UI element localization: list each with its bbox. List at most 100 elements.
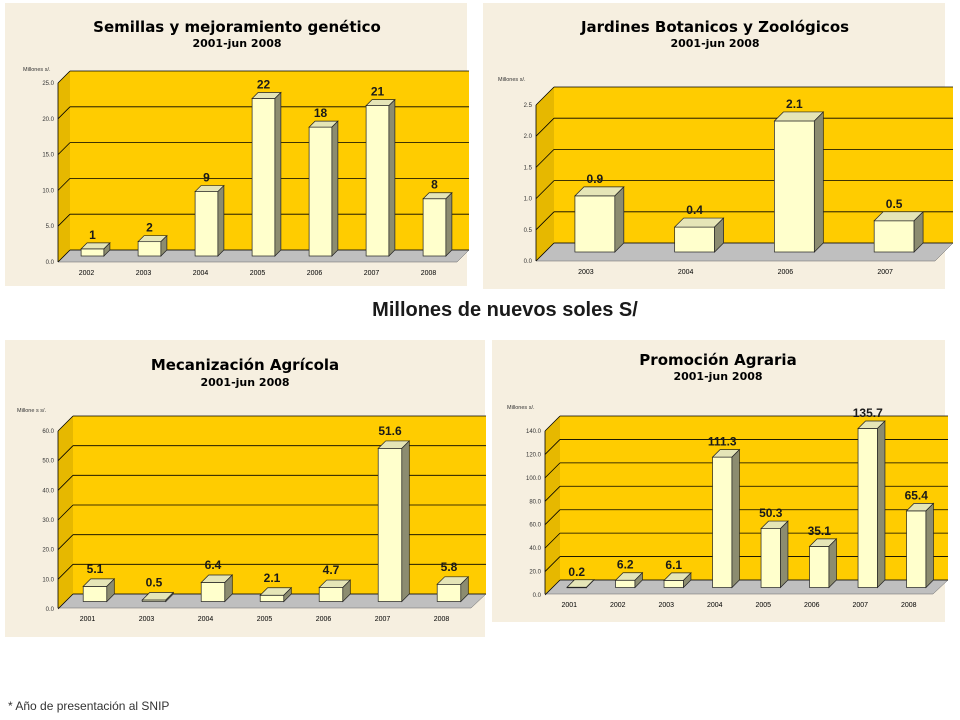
- x-tick-label: 2001: [80, 616, 96, 623]
- bar-side: [925, 502, 934, 589]
- y-tick-label: 60.0: [42, 429, 54, 435]
- data-label: 65.4: [905, 488, 929, 502]
- chart-subtitle: 2001-jun 2008: [200, 376, 289, 389]
- chart-title: Mecanización Agrícola: [151, 356, 339, 374]
- y-axis-label: Millones s/.: [23, 67, 51, 73]
- data-label: 21: [371, 85, 385, 99]
- y-tick-label: 120.0: [526, 452, 542, 458]
- data-label: 4.7: [323, 563, 340, 577]
- y-tick-label: 20.0: [529, 570, 541, 576]
- data-label: 18: [314, 106, 328, 120]
- x-tick-label: 2006: [778, 269, 794, 276]
- y-tick-label: 10.0: [42, 577, 54, 583]
- grid-line-diagonal: [535, 211, 555, 231]
- bar-side: [780, 520, 789, 589]
- data-label: 51.6: [378, 424, 402, 438]
- x-tick-label: 2006: [804, 602, 820, 609]
- bar: [200, 582, 226, 602]
- grid-line-diagonal: [57, 249, 71, 263]
- bar: [251, 98, 276, 257]
- bar-side: [445, 191, 453, 257]
- chart-jardines: Jardines Botanicos y Zoológicos2001-jun …: [498, 18, 954, 276]
- data-label: 6.4: [205, 558, 222, 572]
- plot-side-wall: [536, 87, 554, 261]
- y-tick-label: 140.0: [526, 429, 542, 435]
- x-tick-label: 2007: [877, 269, 893, 276]
- bar: [663, 580, 684, 588]
- chart-mecanizacion: Mecanización Agrícola 2001-jun 2008 Millon…: [17, 356, 487, 623]
- y-tick-label: 0.0: [46, 607, 55, 613]
- bar-side: [634, 571, 643, 589]
- x-tick-label: 2004: [678, 269, 694, 276]
- bar-side: [828, 538, 837, 589]
- grid-line-diagonal: [57, 504, 74, 521]
- bar: [422, 198, 447, 257]
- grid-line-diagonal: [544, 579, 561, 596]
- y-tick-label: 0.5: [524, 228, 533, 234]
- bar-side: [388, 98, 396, 257]
- grid-line-diagonal: [57, 415, 74, 432]
- data-label: 0.5: [886, 197, 903, 211]
- chart-title: Promoción Agraria: [639, 351, 796, 369]
- chart-title: Jardines Botanicos y Zoológicos: [580, 18, 849, 36]
- grid-line-diagonal: [544, 415, 561, 432]
- x-tick-label: 2005: [755, 602, 771, 609]
- x-tick-label: 2003: [658, 602, 674, 609]
- y-tick-label: 25.0: [42, 81, 54, 87]
- data-label: 0.9: [587, 172, 604, 186]
- chart-panel-jardines: Jardines Botanicos y Zoológicos 2001-jun …: [483, 3, 954, 289]
- chart-subtitle: 2001-jun 2008: [192, 37, 281, 50]
- y-tick-label: 1.5: [524, 165, 533, 171]
- x-tick-label: 2006: [316, 616, 332, 623]
- y-tick-label: 5.0: [46, 224, 55, 230]
- bar-side: [913, 210, 924, 253]
- y-tick-label: 0.0: [533, 593, 542, 599]
- data-label: 5.8: [441, 560, 458, 574]
- y-tick-label: 100.0: [526, 476, 542, 482]
- x-tick-label: 2008: [434, 616, 450, 623]
- x-tick-label: 2001: [561, 602, 577, 609]
- y-tick-label: 1.0: [524, 197, 533, 203]
- data-label: 0.5: [146, 576, 163, 590]
- bar: [857, 428, 878, 588]
- bar: [873, 220, 915, 253]
- grid-line-diagonal: [535, 86, 555, 106]
- bar: [774, 120, 815, 253]
- grid-line-diagonal: [535, 117, 555, 137]
- bar-side: [460, 575, 469, 603]
- bar-side: [106, 578, 115, 603]
- plot-floor: [544, 579, 949, 595]
- y-tick-label: 0.0: [46, 260, 55, 266]
- bar: [80, 248, 105, 257]
- bar: [377, 448, 403, 602]
- chart-panel-mecanizacion: Mecanización Agrícola 2001-jun 2008 Millon…: [5, 340, 487, 637]
- y-tick-label: 80.0: [529, 499, 541, 505]
- bar: [574, 195, 616, 253]
- x-tick-label: 2004: [193, 270, 209, 277]
- grid-line-diagonal: [535, 180, 555, 199]
- grid-line-diagonal: [544, 509, 561, 525]
- data-label: 2.1: [264, 571, 281, 585]
- bar: [82, 586, 108, 602]
- y-tick-label: 40.0: [42, 488, 54, 494]
- grid-line-diagonal: [57, 593, 74, 610]
- x-tick-label: 2007: [375, 616, 391, 623]
- bar-side: [160, 234, 168, 257]
- data-label: 22: [257, 77, 271, 91]
- data-label: 6.1: [665, 558, 682, 572]
- grid-line-diagonal: [535, 242, 555, 262]
- bar: [318, 587, 344, 602]
- grid-line-diagonal: [57, 178, 71, 191]
- y-tick-label: 10.0: [42, 188, 54, 194]
- data-label: 50.3: [759, 506, 783, 520]
- chart-panel-semillas: Semillas y mejoramiento genético 2001-jun…: [5, 3, 470, 286]
- x-tick-label: 2005: [250, 270, 266, 277]
- plot-side-wall: [545, 416, 560, 594]
- y-tick-label: 2.5: [524, 103, 533, 109]
- grid-line-diagonal: [544, 532, 561, 549]
- grid-line-diagonal: [57, 106, 71, 120]
- y-tick-label: 30.0: [42, 518, 54, 524]
- grid-line-diagonal: [544, 462, 561, 479]
- x-tick-label: 2007: [852, 602, 868, 609]
- grid-line-diagonal: [544, 556, 561, 572]
